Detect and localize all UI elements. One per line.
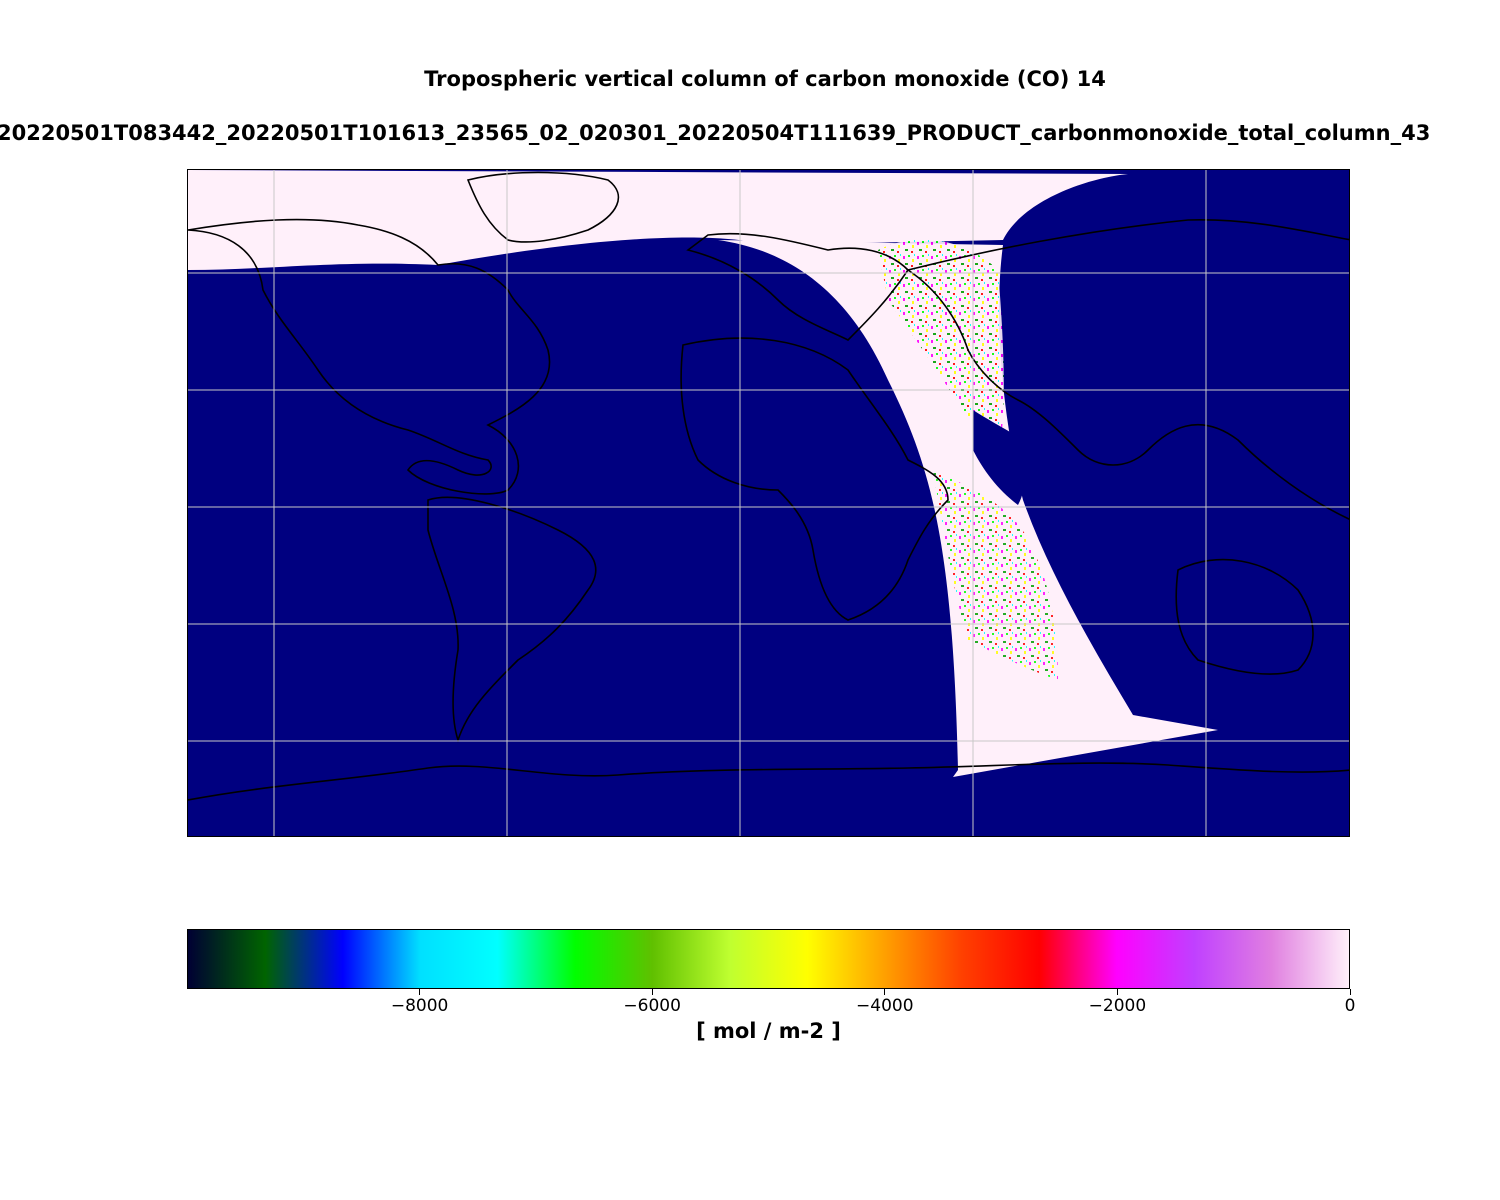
map-canvas [188, 170, 1349, 836]
colorbar-tick-mark [1117, 989, 1118, 995]
coast-antarctica [188, 762, 1349, 801]
coast-south-america [427, 496, 597, 743]
colorbar-unit-label: [ mol / m-2 ] [696, 1019, 841, 1043]
colorbar-tick-label: −2000 [1088, 996, 1147, 1016]
coast-north-america [188, 218, 551, 495]
colorbar-tick-mark [419, 989, 420, 995]
map-title: Tropospheric vertical column of carbon m… [424, 67, 1106, 91]
colorbar-tick-mark [884, 989, 885, 995]
colorbar-tick-label: 0 [1344, 996, 1356, 1016]
coast-europe [686, 232, 910, 341]
colorbar [187, 929, 1350, 989]
colorbar-tick-label: −4000 [856, 996, 914, 1016]
swath-north-band [188, 170, 1128, 270]
map-subtitle: 20220501T083442_20220501T101613_23565_02… [0, 121, 1431, 145]
swath-clear-africa [973, 410, 1026, 505]
coast-greenland [466, 171, 620, 243]
gridlines [188, 170, 1349, 836]
coastlines [188, 171, 1349, 801]
swath-speckled-europe [878, 239, 1004, 460]
colorbar-tick-mark [652, 989, 653, 995]
coast-africa [680, 337, 949, 621]
coast-asia [906, 218, 1349, 520]
swath-coverage [188, 170, 1218, 777]
colorbar-tick-mark [1350, 989, 1351, 995]
swath-speckled-africa [933, 470, 1058, 680]
coast-australia [1175, 558, 1314, 675]
colorbar-tick-label: −8000 [390, 996, 449, 1016]
map-area[interactable] [187, 169, 1350, 837]
colorbar-tick-label: −6000 [623, 996, 681, 1016]
